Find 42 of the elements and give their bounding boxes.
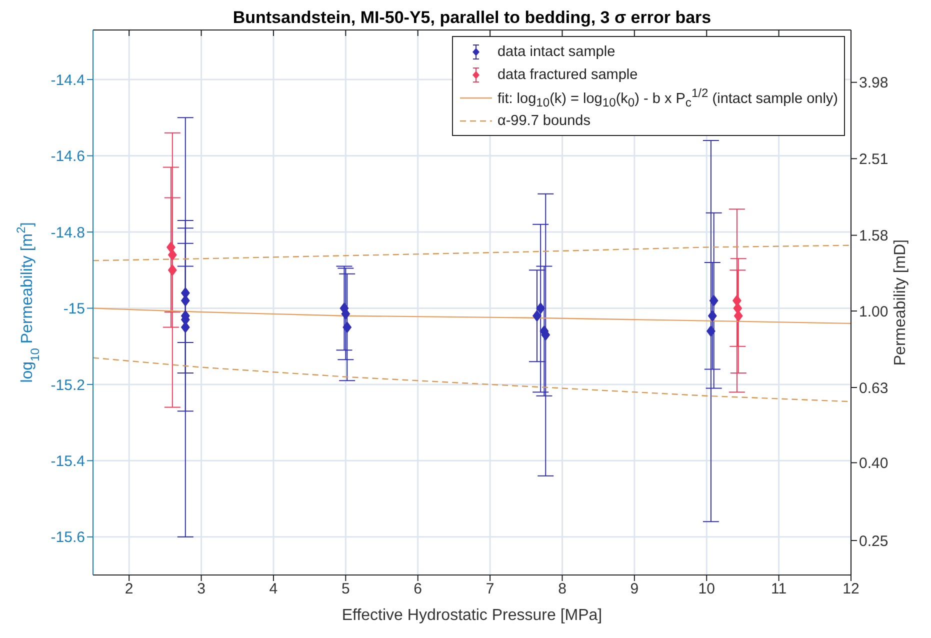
point [706,325,716,338]
x-tick-label: 7 [486,580,494,598]
text: fit: log$_{10}$(k) = log$_{10}$(k$_{0}$) - b x P$_{c}$$^{1/2}$ (intact sample only) [497,86,838,110]
legend-label: data intact sample [497,44,616,60]
point [168,248,177,261]
y2-tick-label: 3.98 [859,74,888,92]
point [536,302,546,314]
y2-tick-label: 2.51 [859,150,888,168]
x-tick-label: 4 [269,580,278,598]
y2-axis-title: Permeability [mD] [892,239,909,366]
point [708,310,717,322]
x-axis-title: Effective Hydrostatic Pressure [MPa] [342,607,602,624]
legend-label: α-99.7 bounds [497,112,591,128]
x-tick-label: 9 [630,580,639,598]
y2-tick-label: 1.00 [859,303,888,320]
y2-tick-label: 0.63 [859,380,888,397]
x-tick-label: 2 [124,580,134,598]
legend-label: data fractured sample [497,66,638,82]
y2-tick-label: 0.40 [859,455,888,472]
point [532,310,542,322]
x-tick-label: 5 [341,580,350,598]
y-tick-label: -15.4 [50,452,85,470]
y-tick-label: -14.8 [50,224,85,242]
x-tick-label: 10 [698,580,715,598]
line-series [93,244,851,262]
y-tick-label: -15.2 [50,376,85,394]
y-tick-label: -15 [63,300,85,318]
point [168,264,177,276]
y-tick-label: -15.6 [50,529,85,546]
y2-tick-label: 1.58 [859,228,888,245]
x-tick-label: 12 [842,580,860,598]
point [342,321,352,334]
x-tick-label: 6 [414,580,422,598]
y-tick-label: -14.4 [50,72,85,89]
point [709,294,718,307]
line-series [93,308,851,324]
x-tick-label: 3 [197,580,206,598]
x-tick-label: 11 [771,580,787,598]
y-tick-label: -14.6 [50,148,85,166]
y2-tick-label: 0.25 [859,532,888,550]
chart-title: Buntsandstein, MI-50-Y5, parallel to bedding, 3 σ error bars [232,8,712,28]
x-tick-label: 8 [558,580,566,598]
